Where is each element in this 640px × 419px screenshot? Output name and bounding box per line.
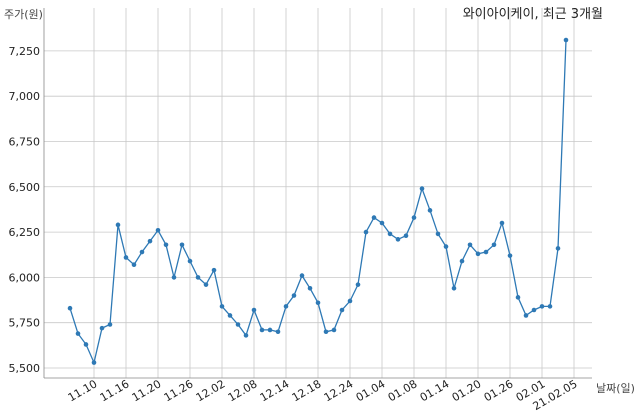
data-point [539, 304, 545, 309]
data-point [411, 215, 417, 220]
data-point [251, 307, 257, 313]
x-tick-label: 12.08 [226, 377, 260, 404]
data-point [243, 333, 249, 338]
y-tick-label: 5,750 [9, 317, 41, 330]
y-tick-label: 7,000 [9, 90, 41, 103]
data-point [491, 242, 497, 248]
data-point [323, 329, 329, 335]
data-point [283, 304, 289, 309]
data-point [291, 293, 297, 298]
data-point [499, 220, 505, 226]
data-point [427, 208, 433, 213]
y-tick-label: 6,250 [9, 226, 41, 239]
x-tick-label: 01.04 [354, 377, 388, 404]
data-point [483, 249, 489, 255]
data-point [315, 300, 321, 306]
data-point [451, 285, 457, 291]
data-point [331, 327, 337, 333]
data-point [267, 327, 273, 333]
x-tick-label: 11.10 [66, 377, 100, 404]
x-tick-label: 12.24 [322, 377, 356, 404]
data-point [203, 282, 209, 287]
y-tick-label: 6,000 [9, 271, 41, 284]
data-point [547, 304, 553, 309]
data-point [75, 331, 81, 336]
x-tick-label: 01.26 [482, 377, 516, 404]
data-point [563, 37, 569, 43]
data-point [299, 273, 305, 278]
data-point [187, 258, 193, 264]
data-point [507, 253, 513, 258]
data-point [347, 298, 353, 304]
data-point [435, 231, 441, 237]
data-point [155, 227, 161, 233]
x-axis-label: 날짜(일) [596, 381, 635, 395]
data-point [555, 246, 561, 251]
data-point [363, 229, 369, 235]
data-point [395, 237, 401, 242]
data-point [195, 275, 201, 280]
x-tick-label: 12.14 [258, 377, 292, 404]
data-point [123, 255, 129, 260]
x-tick-label: 11.26 [162, 377, 196, 404]
x-tick-label: 01.08 [386, 377, 420, 404]
data-point [107, 322, 113, 327]
data-point [379, 220, 385, 226]
data-point [147, 238, 153, 244]
data-point [403, 233, 409, 239]
data-point [275, 329, 281, 335]
y-tick-label: 6,750 [9, 135, 41, 148]
data-point [475, 251, 481, 257]
data-point [99, 325, 105, 331]
data-point [387, 231, 393, 237]
grid-layer [44, 8, 592, 378]
data-point [115, 222, 121, 228]
series-layer [67, 37, 569, 365]
data-point [171, 275, 177, 280]
data-point [219, 304, 225, 309]
data-point [531, 307, 537, 313]
y-tick-label: 7,250 [9, 45, 41, 58]
x-tick-label: 11.20 [130, 377, 164, 404]
y-axis-label: 주가(원) [4, 8, 43, 21]
data-point [515, 295, 521, 300]
data-point [235, 322, 241, 327]
axis-layer [43, 8, 592, 379]
data-point [371, 215, 377, 220]
y-tick-label: 5,500 [9, 362, 41, 375]
data-point [211, 267, 217, 273]
data-point [83, 342, 89, 347]
data-point [131, 262, 137, 268]
data-point [163, 242, 169, 248]
data-point [419, 186, 425, 191]
y-tick-label: 6,500 [9, 181, 41, 194]
x-tick-label: 01.20 [450, 377, 484, 404]
chart-title: 와이아이케이, 최근 3개월 [463, 7, 603, 22]
data-point [67, 305, 73, 311]
data-point [523, 313, 529, 318]
data-point [467, 242, 473, 248]
data-point [355, 282, 361, 287]
data-point [259, 327, 265, 333]
x-tick-label: 11.16 [98, 377, 132, 404]
data-point [139, 249, 145, 255]
x-tick-label: 01.14 [418, 377, 452, 404]
data-point [227, 313, 233, 318]
x-tick-label: 12.02 [194, 377, 228, 404]
data-point [339, 307, 345, 313]
data-point [307, 285, 313, 291]
data-point [91, 360, 97, 365]
data-point [179, 242, 185, 248]
x-tick-label: 12.18 [290, 377, 324, 404]
data-point [443, 244, 449, 249]
data-point [459, 258, 465, 264]
